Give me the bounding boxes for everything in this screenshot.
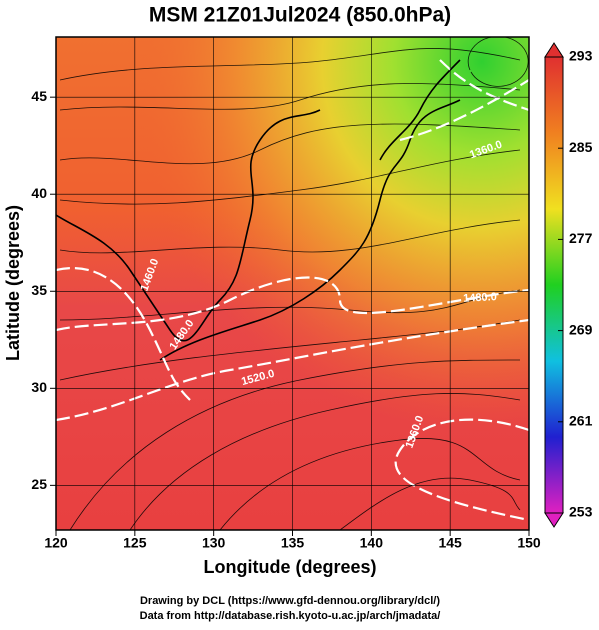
footer-line: Drawing by DCL (https://www.gfd-dennou.o… [140, 595, 440, 607]
colorbar-tick-label: 277 [569, 230, 593, 246]
x-tick-label: 150 [517, 535, 541, 551]
x-tick-label: 120 [44, 535, 68, 551]
coastline [56, 59, 461, 361]
y-tick-label: 25 [31, 476, 47, 492]
colorbar-tick-label: 269 [569, 321, 593, 337]
y-tick-label: 30 [31, 379, 47, 395]
contour-label: 1480.0 [463, 291, 497, 305]
x-axis-label: Longitude (degrees) [203, 557, 376, 577]
colorbar-tick-label: 293 [569, 48, 593, 64]
footer-line: Data from http://database.rish.kyoto-u.a… [140, 610, 441, 622]
colorbar-tick-label: 261 [569, 413, 593, 429]
x-tick-label: 130 [202, 535, 226, 551]
colorbar-tick-label: 253 [569, 504, 593, 520]
y-axis-label: Latitude (degrees) [3, 205, 23, 361]
colorbar [544, 56, 564, 514]
colorbar-tick-label: 285 [569, 139, 593, 155]
colorbar-cap [544, 512, 564, 528]
chart-title: MSM 21Z01Jul2024 (850.0hPa) [149, 4, 451, 27]
y-tick-label: 35 [31, 282, 47, 298]
x-tick-label: 125 [123, 535, 147, 551]
colorbar-cap [544, 42, 564, 58]
contours [56, 59, 529, 522]
x-tick-label: 135 [281, 535, 305, 551]
y-tick-label: 40 [31, 185, 47, 201]
y-tick-label: 45 [31, 88, 47, 104]
x-tick-label: 140 [360, 535, 384, 551]
x-tick-label: 145 [438, 535, 462, 551]
